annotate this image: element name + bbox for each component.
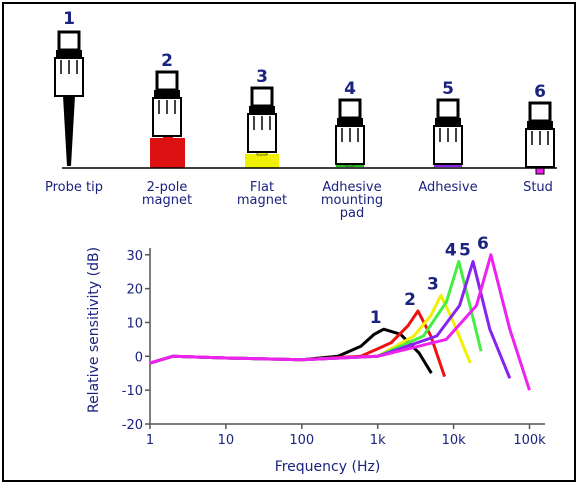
series-line — [150, 262, 510, 379]
y-tick-label: 30 — [126, 249, 143, 264]
series-label: 2 — [404, 290, 416, 310]
mount-label: Flat magnet — [217, 181, 307, 207]
series-label: 4 — [445, 241, 457, 261]
series-line — [150, 295, 470, 363]
x-axis-label: Frequency (Hz) — [275, 459, 381, 475]
mount-number: 6 — [534, 82, 546, 102]
page: 1 2 3 4 5 6 -20 -10 0 10 20 30 1 10 100 1k 10k 100k… — [0, 0, 578, 484]
mount-label: 2-pole magnet — [122, 181, 212, 207]
x-tick-label: 10 — [218, 433, 235, 448]
mount-number: 4 — [344, 79, 356, 99]
mount-label: Adhesive mounting pad — [307, 181, 397, 220]
mount-number: 3 — [256, 67, 268, 87]
figure: 1 2 3 4 5 6 -20 -10 0 10 20 30 1 10 100 1k 10k 100k… — [0, 0, 578, 484]
sensors — [55, 32, 557, 174]
x-tick-label: 100k — [513, 433, 546, 448]
mount-label: Stud — [493, 181, 578, 194]
x-tick-label: 10k — [442, 433, 467, 448]
mount-number: 5 — [442, 79, 454, 99]
series-label: 1 — [370, 308, 382, 328]
x-tick-label: 1 — [146, 433, 154, 448]
y-tick-label: -20 — [122, 418, 143, 433]
series-label: 3 — [427, 274, 439, 294]
mount-number: 1 — [63, 9, 75, 29]
y-tick-label: 20 — [126, 283, 143, 298]
y-tick-label: 10 — [126, 316, 143, 331]
y-axis-label: Relative sensitivity (dB) — [86, 247, 102, 413]
series-label: 6 — [477, 234, 489, 254]
y-tick-label: -10 — [122, 384, 143, 399]
y-tick-label: 0 — [135, 350, 143, 365]
series-label: 5 — [459, 241, 471, 261]
x-tick-label: 100 — [289, 433, 314, 448]
chart: -20 -10 0 10 20 30 1 10 100 1k 10k 100k Frequency (H… — [86, 234, 546, 475]
x-tick-label: 1k — [370, 433, 386, 448]
mount-number: 2 — [161, 51, 173, 71]
mount-label: Probe tip — [29, 181, 119, 194]
mount-label: Adhesive — [403, 181, 493, 194]
